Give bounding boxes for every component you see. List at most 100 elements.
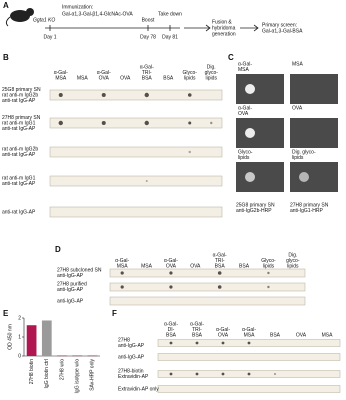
column-header: BSA <box>166 332 177 338</box>
column-header: OVA <box>218 332 229 338</box>
dot <box>188 150 191 154</box>
dot <box>58 93 63 97</box>
column-header: Glyco- <box>261 258 276 264</box>
dot <box>274 373 276 375</box>
row-label: 27H8-biotin <box>118 369 144 375</box>
screen-label: Gal-α1,3-Gal-BSA <box>262 28 303 34</box>
cell-label: lipids <box>292 155 304 161</box>
mouse-icon <box>10 10 30 22</box>
dot <box>144 120 149 126</box>
column-header: OVA <box>296 332 307 338</box>
row-label: anti-rat IgG-AP <box>2 209 36 215</box>
column-header: glyco- <box>205 70 219 76</box>
row-label: anti-IgG-AP <box>118 354 145 360</box>
cell-label: OVA <box>238 111 249 117</box>
strip <box>109 282 306 292</box>
column-header: α-Gal- <box>97 70 111 76</box>
column-header: MSA <box>322 332 334 338</box>
dot <box>145 180 148 182</box>
x-tick-label: SAv-HRP only <box>90 359 96 391</box>
strip <box>157 353 341 361</box>
mouse-head <box>26 8 34 16</box>
column-header: TRI- <box>192 327 202 333</box>
blot-spot <box>245 128 255 138</box>
strip <box>157 385 341 393</box>
fusion-label: generation <box>212 31 236 37</box>
dot <box>247 372 251 376</box>
day-label: Day 1 <box>43 34 56 40</box>
dot <box>120 271 124 275</box>
blot-spot <box>299 172 309 182</box>
mouse-tail <box>5 16 11 27</box>
x-tick-label: 27H8 w/o <box>59 359 65 380</box>
strip <box>109 268 306 278</box>
panel-letter: E <box>3 309 9 318</box>
row-label: rat anti-m IgG2b <box>2 92 38 98</box>
caption: anti-IgG1-HRP <box>290 208 323 214</box>
column-header: lipids <box>184 75 196 81</box>
fusion-label: Fusion & <box>212 19 232 25</box>
dot <box>195 341 199 345</box>
blot-square <box>290 118 338 148</box>
row-label: Extravidin-AP <box>118 374 149 380</box>
row-label: 27H8 subcloned SN <box>57 268 102 274</box>
blot-square <box>290 162 338 192</box>
column-header: lipids <box>206 75 218 81</box>
column-header: α-Gal- <box>115 258 129 264</box>
cell-label: MSA <box>238 67 250 73</box>
blot-spot <box>245 172 255 182</box>
column-header: α-Gal- <box>242 327 256 333</box>
dot <box>247 341 251 345</box>
column-header: MSA <box>244 332 256 338</box>
cell-label: α-Gal- <box>238 105 252 111</box>
column-header: lipids <box>263 263 275 269</box>
strip <box>49 146 223 158</box>
dot <box>188 121 192 125</box>
mouse-label: Ggta1 KO <box>33 17 55 23</box>
dot <box>187 93 192 97</box>
column-header: α-Gal- <box>213 252 227 258</box>
caption: 27H8 primary SN <box>290 202 329 208</box>
dot <box>221 341 225 345</box>
y-tick-label: 1 <box>18 334 21 340</box>
bar <box>87 355 98 357</box>
x-tick-label: 27H8 biotin <box>29 359 35 385</box>
dot <box>217 285 222 289</box>
row-label: anti-IgG-AP <box>57 273 84 279</box>
column-header: Dig. <box>288 252 297 258</box>
row-label: anti-IgG-AP <box>57 298 84 304</box>
blot-square <box>236 74 284 104</box>
y-tick-label: 0 <box>18 353 21 359</box>
panel-letter: B <box>3 53 9 62</box>
column-header: Dig. <box>207 64 216 70</box>
column-header: α-Gal- <box>164 321 178 327</box>
dot <box>101 121 106 125</box>
strip <box>49 206 223 218</box>
panel-letter: C <box>228 53 234 62</box>
day-label: Day 78 <box>140 34 156 40</box>
strip <box>49 175 223 187</box>
column-header: TRI- <box>215 258 225 264</box>
column-header: MSA <box>77 75 89 81</box>
column-header: BSA <box>215 263 226 269</box>
boost-label: Boost <box>142 17 155 23</box>
row-label: anti-IgG-AP <box>57 287 84 293</box>
dot <box>120 285 124 289</box>
dot <box>101 93 106 97</box>
column-header: glyco- <box>286 258 300 264</box>
cell-label: Glyco- <box>238 149 253 155</box>
caption: 25G8 primary SN <box>236 202 275 208</box>
dot <box>169 285 173 289</box>
day-label: Day 81 <box>162 34 178 40</box>
bar <box>26 325 37 356</box>
blot-square <box>236 118 284 148</box>
column-header: Glyco- <box>183 70 198 76</box>
fusion-label: hybridoma <box>212 25 236 31</box>
column-header: BSA <box>192 332 203 338</box>
immunization-label: Immunization: <box>62 4 93 10</box>
strip <box>49 89 223 101</box>
column-header: OVA <box>190 263 201 269</box>
panel-letter: D <box>55 245 61 254</box>
dot <box>217 271 222 275</box>
dot <box>210 121 213 125</box>
